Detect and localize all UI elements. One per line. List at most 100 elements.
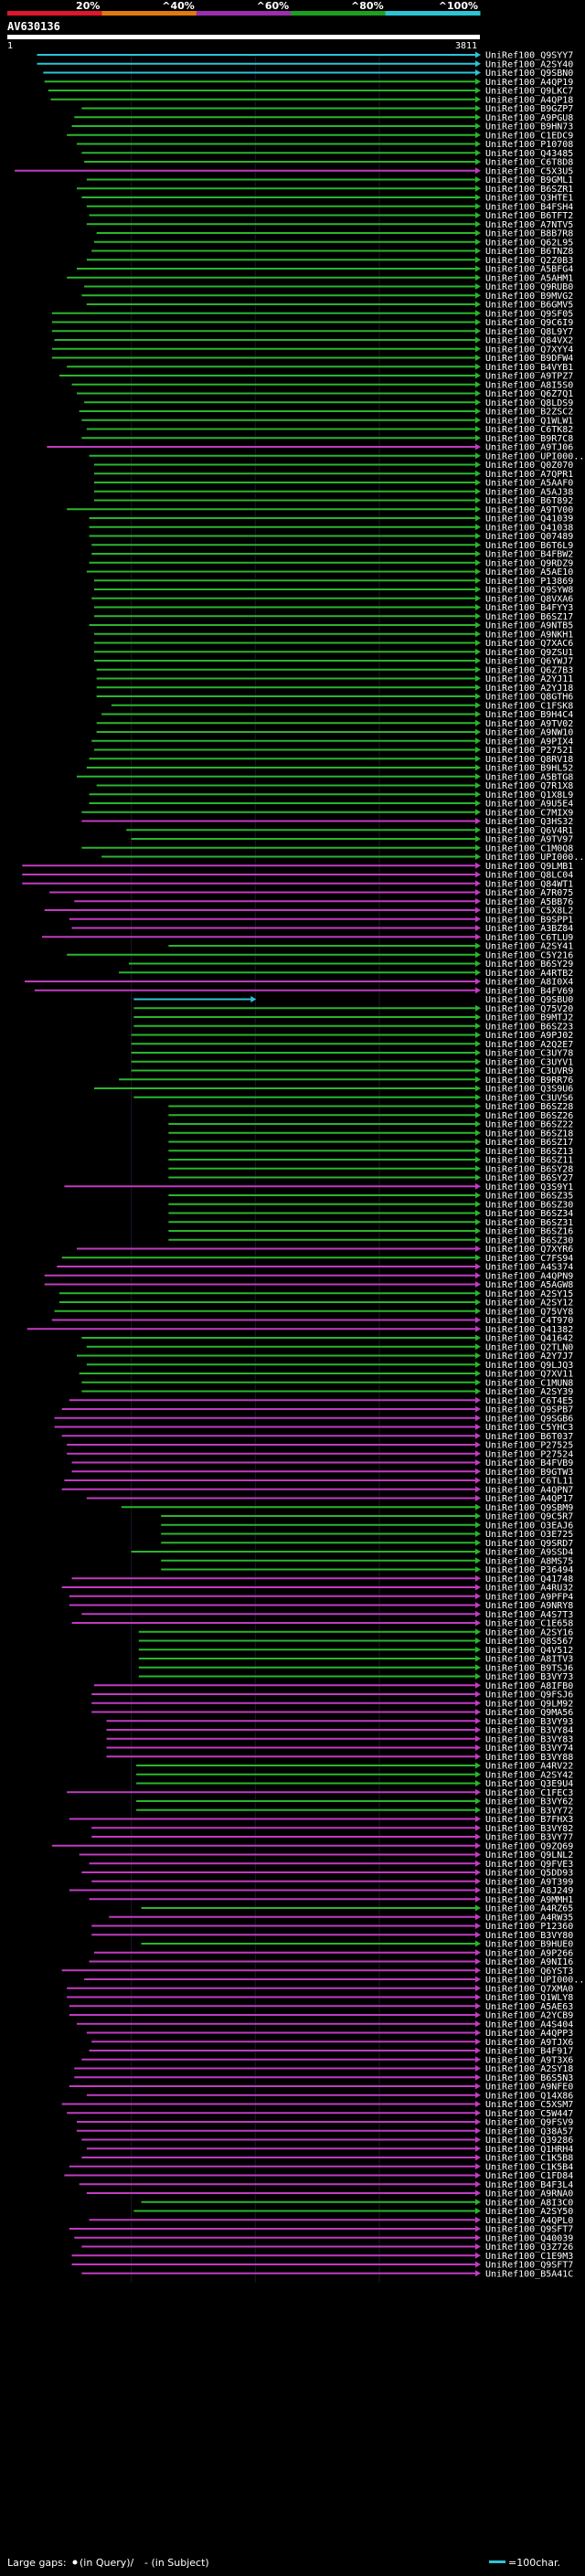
- hit-label[interactable]: UniRef100_Q6YST3: [485, 1966, 573, 1977]
- hit-label[interactable]: UniRef100_B9R7C8: [485, 434, 573, 444]
- hit-label[interactable]: UniRef100_Q40039: [485, 2233, 573, 2243]
- hit-label[interactable]: UniRef100_Q9ZSU1: [485, 648, 573, 658]
- hit-label[interactable]: UniRef100_Q0Z070: [485, 461, 573, 471]
- hit-label[interactable]: UniRef100_C6TLU9: [485, 933, 573, 943]
- hit-label[interactable]: UniRef100_B9DFW4: [485, 354, 573, 364]
- hit-label[interactable]: UniRef100_A2SY39: [485, 1387, 573, 1397]
- hit-label[interactable]: UniRef100_B6SY28: [485, 1164, 573, 1174]
- hit-label[interactable]: UniRef100_A5AE10: [485, 567, 573, 578]
- hit-label[interactable]: UniRef100_Q8GTH6: [485, 693, 573, 703]
- hit-label[interactable]: UniRef100_A9NI16: [485, 1957, 573, 1967]
- hit-label[interactable]: UniRef100_C3UYV1: [485, 1057, 573, 1067]
- hit-label[interactable]: UniRef100_P27524: [485, 1449, 573, 1459]
- hit-label[interactable]: UniRef100_B9MTJ2: [485, 1013, 573, 1023]
- hit-label[interactable]: UniRef100_B9GZP7: [485, 104, 573, 114]
- hit-label[interactable]: UniRef100_C1M0Q8: [485, 843, 573, 853]
- hit-label[interactable]: UniRef100_Q9SBN0: [485, 69, 573, 79]
- hit-label[interactable]: UniRef100_B9GTW3: [485, 1468, 573, 1478]
- hit-label[interactable]: UniRef100_Q6Z7Q1: [485, 389, 573, 399]
- hit-label[interactable]: UniRef100_UPI000...: [485, 853, 585, 863]
- hit-label[interactable]: UniRef100_Q7R1X8: [485, 781, 573, 791]
- hit-label[interactable]: UniRef100_B6SY29: [485, 959, 573, 970]
- hit-label[interactable]: UniRef100_P27521: [485, 746, 573, 756]
- hit-label[interactable]: UniRef100_B9HN73: [485, 122, 573, 133]
- hit-label[interactable]: UniRef100_Q07489: [485, 532, 573, 542]
- hit-label[interactable]: UniRef100_A9PGU8: [485, 113, 573, 123]
- hit-label[interactable]: UniRef100_B8B7R8: [485, 229, 573, 239]
- hit-label[interactable]: UniRef100_B3VY84: [485, 1726, 573, 1736]
- hit-label[interactable]: UniRef100_A4S374: [485, 1263, 573, 1273]
- hit-label[interactable]: UniRef100_Q41748: [485, 1574, 573, 1585]
- hit-label[interactable]: UniRef100_A4QPL0: [485, 2216, 573, 2226]
- hit-label[interactable]: UniRef100_A5AAF0: [485, 479, 573, 489]
- hit-label[interactable]: UniRef100_C7FS94: [485, 1254, 573, 1264]
- hit-label[interactable]: UniRef100_C1K5B8: [485, 2154, 573, 2164]
- hit-label[interactable]: UniRef100_Q38A57: [485, 2126, 573, 2136]
- hit-label[interactable]: UniRef100_B4FV69: [485, 986, 573, 996]
- hit-label[interactable]: UniRef100_Q7XV11: [485, 1370, 573, 1380]
- hit-label[interactable]: UniRef100_B6SZ16: [485, 1227, 573, 1237]
- hit-label[interactable]: UniRef100_C3UVR9: [485, 1066, 573, 1076]
- hit-label[interactable]: UniRef100_A4RTB2: [485, 969, 573, 979]
- hit-label[interactable]: UniRef100_A3BZ84: [485, 924, 573, 934]
- hit-label[interactable]: UniRef100_A2SY42: [485, 1770, 573, 1780]
- hit-label[interactable]: UniRef100_A9RNA0: [485, 2189, 573, 2200]
- hit-label[interactable]: UniRef100_B9H4C4: [485, 710, 573, 720]
- hit-label[interactable]: UniRef100_B4F3L4: [485, 2180, 573, 2190]
- hit-label[interactable]: UniRef100_Q9RUB0: [485, 282, 573, 292]
- hit-label[interactable]: UniRef100_Q9SBM9: [485, 1503, 573, 1513]
- hit-label[interactable]: UniRef100_A4QP17: [485, 1494, 573, 1504]
- hit-label[interactable]: UniRef100_A5AGW8: [485, 1280, 573, 1290]
- hit-label[interactable]: UniRef100_B4F917: [485, 2047, 573, 2057]
- hit-label[interactable]: UniRef100_B6T037: [485, 1432, 573, 1442]
- hit-label[interactable]: UniRef100_A9U5E4: [485, 800, 573, 810]
- hit-label[interactable]: UniRef100_A2YJ11: [485, 674, 573, 684]
- hit-label[interactable]: UniRef100_P27525: [485, 1441, 573, 1451]
- hit-label[interactable]: UniRef100_B3VY74: [485, 1744, 573, 1754]
- hit-label[interactable]: UniRef100_A8I3C0: [485, 2198, 573, 2208]
- hit-label[interactable]: UniRef100_C1FEC3: [485, 1788, 573, 1798]
- hit-label[interactable]: UniRef100_A9NKH1: [485, 630, 573, 640]
- hit-label[interactable]: UniRef100_C5W447: [485, 2109, 573, 2119]
- hit-label[interactable]: UniRef100_Q3HS32: [485, 817, 573, 827]
- hit-label[interactable]: UniRef100_Q8LDS9: [485, 398, 573, 408]
- hit-label[interactable]: UniRef100_B6SZ35: [485, 1192, 573, 1202]
- hit-label[interactable]: UniRef100_B6SZ30: [485, 1200, 573, 1210]
- hit-label[interactable]: UniRef100_A4RU32: [485, 1584, 573, 1594]
- hit-label[interactable]: UniRef100_A2SY16: [485, 1627, 573, 1638]
- hit-label[interactable]: UniRef100_Q84WT1: [485, 879, 573, 889]
- hit-label[interactable]: UniRef100_A4QPN7: [485, 1485, 573, 1495]
- hit-label[interactable]: UniRef100_A9TJ06: [485, 443, 573, 453]
- hit-label[interactable]: UniRef100_A5BFG4: [485, 265, 573, 275]
- hit-label[interactable]: UniRef100_A4S404: [485, 2019, 573, 2030]
- hit-label[interactable]: UniRef100_C5Y216: [485, 950, 573, 960]
- hit-label[interactable]: UniRef100_A9TPZ7: [485, 372, 573, 382]
- hit-label[interactable]: UniRef100_Q2Z0B3: [485, 256, 573, 266]
- hit-label[interactable]: UniRef100_Q9SFT7: [485, 2225, 573, 2235]
- hit-label[interactable]: UniRef100_Q9ZQ69: [485, 1841, 573, 1851]
- hit-label[interactable]: UniRef100_Q14X86: [485, 2091, 573, 2101]
- hit-label[interactable]: UniRef100_A9PFP4: [485, 1592, 573, 1602]
- hit-label[interactable]: UniRef100_C5X8L2: [485, 906, 573, 917]
- hit-label[interactable]: UniRef100_A4S7T3: [485, 1610, 573, 1620]
- hit-label[interactable]: UniRef100_Q41642: [485, 1334, 573, 1344]
- hit-label[interactable]: UniRef100_Q9MA56: [485, 1708, 573, 1718]
- hit-label[interactable]: UniRef100_C6T4E5: [485, 1396, 573, 1406]
- hit-label[interactable]: UniRef100_A9PIX4: [485, 737, 573, 747]
- hit-label[interactable]: UniRef100_A9TV00: [485, 505, 573, 515]
- hit-label[interactable]: UniRef100_C1E9M3: [485, 2252, 573, 2262]
- hit-label[interactable]: UniRef100_Q62L95: [485, 238, 573, 248]
- hit-label[interactable]: UniRef100_B6TFT2: [485, 211, 573, 221]
- hit-label[interactable]: UniRef100_Q6YWJ7: [485, 657, 573, 667]
- hit-label[interactable]: UniRef100_UPI000...: [485, 1976, 585, 1986]
- hit-label[interactable]: UniRef100_B9SPP1: [485, 915, 573, 925]
- hit-label[interactable]: UniRef100_B6SZ11: [485, 1156, 573, 1166]
- hit-label[interactable]: UniRef100_A8ITV3: [485, 1655, 573, 1665]
- hit-label[interactable]: UniRef100_UPI000...: [485, 451, 585, 461]
- hit-label[interactable]: UniRef100_Q9FSJ6: [485, 1691, 573, 1701]
- hit-label[interactable]: UniRef100_B6T6L9: [485, 541, 573, 551]
- hit-label[interactable]: UniRef100_C3UVS6: [485, 1093, 573, 1103]
- hit-label[interactable]: UniRef100_Q84VX2: [485, 336, 573, 346]
- hit-label[interactable]: UniRef100_B3VY62: [485, 1797, 573, 1807]
- hit-label[interactable]: UniRef100_Q5DD93: [485, 1869, 573, 1879]
